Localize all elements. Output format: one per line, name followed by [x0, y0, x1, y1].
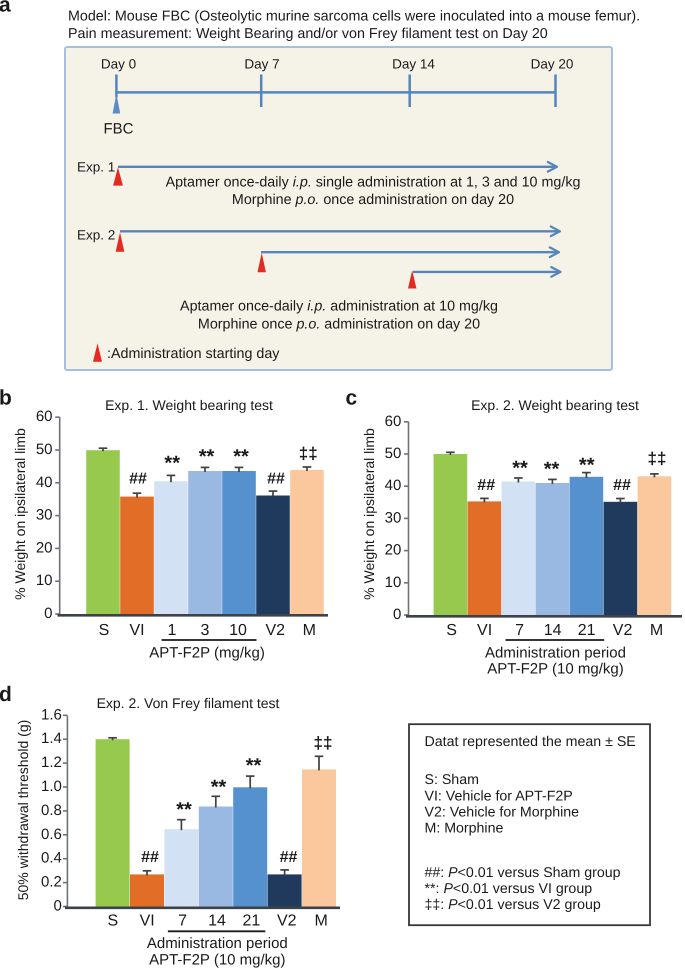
svg-text::Administration starting day: :Administration starting day — [107, 346, 280, 362]
svg-text:21: 21 — [243, 913, 261, 930]
svg-text:50% withdrawal threshold (g): 50% withdrawal threshold (g) — [15, 720, 31, 901]
svg-text:1.4: 1.4 — [41, 730, 62, 747]
svg-text:**: ** — [544, 459, 560, 481]
svg-text:**: ** — [176, 799, 192, 821]
svg-text:% Weight on ipsilateral limb: % Weight on ipsilateral limb — [12, 428, 28, 600]
svg-text:Exp. 2: Exp. 2 — [77, 228, 115, 243]
svg-text:0.6: 0.6 — [41, 826, 62, 843]
svg-text:**: P<0.01 versus VI group: **: P<0.01 versus VI group — [425, 881, 593, 897]
svg-text:1.6: 1.6 — [41, 706, 62, 723]
svg-text:M: M — [650, 622, 663, 639]
svg-text:##: ## — [477, 477, 495, 494]
svg-text:Day 7: Day 7 — [244, 57, 279, 72]
svg-text:0.2: 0.2 — [41, 874, 62, 891]
svg-text:V2: V2 — [613, 622, 633, 639]
svg-text:0.4: 0.4 — [41, 850, 62, 867]
svg-text:3: 3 — [201, 622, 210, 639]
svg-text:Exp. 1. Weight bearing test: Exp. 1. Weight bearing test — [105, 397, 273, 413]
svg-text:50: 50 — [385, 445, 402, 462]
svg-text:30: 30 — [36, 507, 53, 524]
svg-text:‡‡: ‡‡ — [314, 734, 333, 753]
svg-text:Model: Mouse FBC (Osteolytic m: Model: Mouse FBC (Osteolytic murine sarc… — [68, 9, 640, 25]
svg-text:**: ** — [246, 755, 262, 777]
svg-text:##: ## — [267, 471, 285, 488]
svg-text:M: M — [315, 913, 328, 930]
svg-text:10: 10 — [36, 572, 53, 589]
svg-text:Administration period: Administration period — [147, 935, 288, 952]
svg-text:S: S — [446, 622, 457, 639]
svg-text:Day 20: Day 20 — [531, 57, 574, 72]
svg-text:20: 20 — [36, 539, 53, 556]
svg-text:30: 30 — [385, 509, 402, 526]
svg-text:VI: Vehicle for APT-F2P: VI: Vehicle for APT-F2P — [425, 789, 573, 805]
svg-text:Day 14: Day 14 — [392, 57, 435, 72]
svg-text:**: ** — [164, 452, 180, 474]
svg-text:7: 7 — [178, 913, 187, 930]
svg-text:‡‡: ‡‡ — [648, 449, 667, 468]
svg-text:0: 0 — [393, 606, 401, 623]
svg-text:d: d — [0, 683, 12, 706]
svg-text:FBC: FBC — [104, 120, 134, 137]
svg-text:20: 20 — [385, 542, 402, 559]
svg-text:Morphine p.o. once administrat: Morphine p.o. once administration on day… — [232, 192, 514, 208]
svg-text:1.0: 1.0 — [41, 778, 62, 795]
svg-text:Aptamer once-daily i.p. admini: Aptamer once-daily i.p. administration a… — [180, 299, 498, 315]
svg-text:M: Morphine: M: Morphine — [425, 821, 504, 837]
svg-text:14: 14 — [208, 913, 226, 930]
svg-text:**: ** — [512, 458, 528, 480]
svg-text:VI: VI — [129, 622, 144, 639]
svg-text:0.8: 0.8 — [41, 802, 62, 819]
svg-text:40: 40 — [385, 477, 402, 494]
svg-text:S: S — [107, 913, 118, 930]
svg-text:c: c — [346, 386, 358, 409]
svg-text:1.2: 1.2 — [41, 754, 62, 771]
svg-text:60: 60 — [36, 408, 53, 425]
svg-text:b: b — [0, 386, 12, 409]
svg-text:7: 7 — [515, 622, 524, 639]
svg-text:Pain measurement: Weight Beari: Pain measurement: Weight Bearing and/or … — [68, 26, 548, 42]
svg-text:Administration period: Administration period — [485, 645, 626, 662]
svg-text:10: 10 — [229, 622, 247, 639]
svg-text:V2: V2 — [266, 622, 286, 639]
svg-text:APT-F2P (mg/kg): APT-F2P (mg/kg) — [149, 645, 265, 662]
svg-text:##: ## — [280, 849, 298, 866]
svg-text:% Weight on ipsilateral limb: % Weight on ipsilateral limb — [361, 428, 377, 600]
svg-text:##: ## — [613, 477, 631, 494]
svg-text:##: ## — [129, 471, 147, 488]
svg-text:**: ** — [211, 777, 227, 799]
svg-text:**: ** — [199, 446, 215, 468]
svg-text:Aptamer once-daily i.p. single: Aptamer once-daily i.p. single administr… — [166, 174, 581, 190]
svg-text:a: a — [0, 0, 11, 17]
svg-text:M: M — [303, 622, 316, 639]
svg-text:‡‡: P<0.01 versus V2 group: ‡‡: P<0.01 versus V2 group — [425, 897, 601, 913]
svg-text:0: 0 — [54, 898, 62, 915]
svg-text:1: 1 — [168, 622, 177, 639]
svg-text:V2: Vehicle for Morphine: V2: Vehicle for Morphine — [425, 805, 580, 821]
svg-text:0: 0 — [44, 605, 52, 622]
svg-text:Day 0: Day 0 — [101, 57, 136, 72]
svg-text:**: ** — [233, 446, 249, 468]
svg-text:APT-F2P (10 mg/kg): APT-F2P (10 mg/kg) — [487, 661, 623, 678]
svg-text:S: S — [99, 622, 110, 639]
svg-text:Exp. 1: Exp. 1 — [77, 160, 115, 175]
svg-text:##: P<0.01 versus Sham group: ##: P<0.01 versus Sham group — [425, 865, 621, 881]
svg-text:APT-F2P (10 mg/kg): APT-F2P (10 mg/kg) — [149, 952, 285, 969]
svg-text:VI: VI — [140, 913, 155, 930]
svg-text:Exp. 2. Von Frey filament test: Exp. 2. Von Frey filament test — [97, 695, 280, 711]
svg-text:Datat represented the mean ± S: Datat represented the mean ± SE — [425, 734, 636, 750]
svg-text:Morphine once p.o. administrat: Morphine once p.o. administration on day… — [198, 317, 480, 333]
svg-text:**: ** — [579, 454, 595, 476]
svg-text:V2: V2 — [277, 913, 297, 930]
svg-text:21: 21 — [578, 622, 596, 639]
svg-text:40: 40 — [36, 474, 53, 491]
svg-text:S: Sham: S: Sham — [425, 772, 479, 788]
svg-text:##: ## — [141, 849, 159, 866]
svg-text:50: 50 — [36, 441, 53, 458]
svg-text:‡‡: ‡‡ — [299, 444, 318, 463]
svg-text:10: 10 — [385, 574, 402, 591]
svg-text:VI: VI — [477, 622, 492, 639]
svg-text:Exp. 2. Weight bearing test: Exp. 2. Weight bearing test — [471, 397, 639, 413]
svg-text:60: 60 — [385, 413, 402, 430]
svg-text:14: 14 — [544, 622, 562, 639]
